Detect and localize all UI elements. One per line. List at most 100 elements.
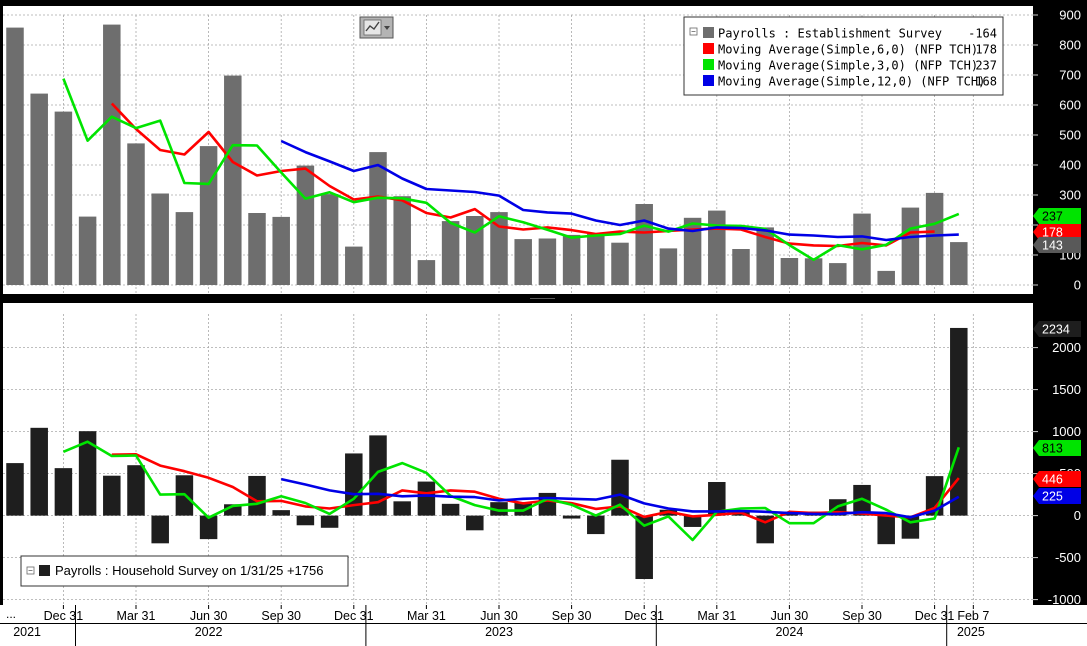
x-year-label: 2025 <box>957 625 985 639</box>
bar <box>78 431 97 516</box>
bar <box>441 503 460 516</box>
value-badge <box>1033 488 1081 504</box>
x-year-label: 2024 <box>775 625 803 639</box>
legend-top-box <box>683 16 1004 96</box>
legend-value: 168 <box>975 75 997 89</box>
bar <box>127 465 145 516</box>
bar <box>829 263 847 285</box>
y-tick-label: 600 <box>1059 98 1081 113</box>
bar <box>708 482 726 516</box>
bar <box>925 192 944 285</box>
legend-entry: Payrolls : Establishment Survey -164 <box>703 27 997 41</box>
value-badge <box>1033 321 1081 337</box>
y-tick-label: 800 <box>1059 38 1081 53</box>
legend-label: Payrolls : Establishment Survey <box>718 27 942 41</box>
bar <box>853 484 871 516</box>
legend-entry: Moving Average(Simple,12,0) (NFP TCH)168 <box>703 75 997 89</box>
legend-bottom-box <box>20 555 349 587</box>
legend-label-household: Payrolls : Household Survey on 1/31/25 +… <box>55 563 323 578</box>
x-axis-ellipsis: ... <box>6 607 16 621</box>
series-line <box>62 78 960 262</box>
chart-type-button[interactable] <box>359 16 394 39</box>
bar <box>296 515 315 526</box>
y-tick-label: 700 <box>1059 68 1081 83</box>
value-badge-label: 446 <box>1042 473 1063 487</box>
legend-entry: Moving Average(Simple,6,0) (NFP TCH)178 <box>703 43 997 57</box>
value-badge-label: 178 <box>1042 226 1063 240</box>
bar <box>950 242 968 285</box>
bar <box>248 475 266 516</box>
y-tick-label: 300 <box>1059 188 1081 203</box>
payroll-bars <box>6 24 968 285</box>
bar <box>199 515 218 540</box>
x-tick-label: Sep 30 <box>842 609 882 623</box>
bar <box>224 504 242 516</box>
bar <box>490 502 508 516</box>
bar <box>466 515 484 531</box>
bar <box>732 249 750 285</box>
y-tick-label: 0 <box>1074 508 1081 523</box>
value-badge-label: 143 <box>1042 239 1063 253</box>
legend-label: Moving Average(Simple,3,0) (NFP TCH) <box>718 59 978 73</box>
bar <box>393 501 411 516</box>
panel-splitter[interactable] <box>0 294 1087 303</box>
bottom-last-value-badges: 2234 813 446 225 <box>1033 321 1081 504</box>
bar <box>635 204 653 285</box>
moving-average-lines-top <box>62 78 960 262</box>
household-bars <box>6 327 968 580</box>
bar <box>756 515 774 544</box>
series-line <box>110 102 935 248</box>
bar <box>780 258 799 285</box>
bar <box>683 515 702 527</box>
legend-top: Payrolls : Establishment Survey -164 Movin… <box>683 16 1004 96</box>
legend-entry: Moving Average(Simple,3,0) (NFP TCH)237 <box>703 59 997 73</box>
legend-value: 178 <box>975 43 997 57</box>
legend-collapse-icon[interactable] <box>26 566 35 575</box>
bar <box>466 216 484 285</box>
x-year-label: 2022 <box>195 625 223 639</box>
bar <box>611 459 629 516</box>
y-tick-label: 2000 <box>1052 340 1081 355</box>
legend-value: 237 <box>975 59 997 73</box>
x-tick-label: Sep 30 <box>261 609 301 623</box>
bar <box>417 260 436 285</box>
value-badge-label: 2234 <box>1042 323 1070 337</box>
value-badge-label: 813 <box>1042 442 1063 456</box>
y-tick-label: 500 <box>1059 128 1081 143</box>
series-line <box>280 139 959 242</box>
bar <box>320 194 339 285</box>
legend-swatch <box>703 59 714 70</box>
x-tick-label: Dec 31 <box>915 609 955 623</box>
bar <box>611 242 629 285</box>
bar <box>224 75 242 285</box>
legend-bottom: Payrolls : Household Survey on 1/31/25 +… <box>20 555 349 587</box>
bar <box>393 196 411 285</box>
y-tick-label: 1000 <box>1052 424 1081 439</box>
bar <box>6 27 24 285</box>
bar <box>683 217 702 285</box>
y-tick-label: -500 <box>1055 550 1081 565</box>
value-badge <box>1033 224 1081 240</box>
y-tick-label: 900 <box>1059 8 1081 23</box>
bar <box>320 515 339 528</box>
series-line <box>280 477 960 519</box>
y-tick-label: 1500 <box>1052 382 1081 397</box>
legend-collapse-icon[interactable] <box>689 27 698 36</box>
x-tick-label: Feb 7 <box>957 609 989 623</box>
bar <box>587 515 605 535</box>
bar <box>30 427 48 516</box>
value-badge <box>1033 440 1081 456</box>
bar <box>78 216 97 285</box>
x-tick-label: Sep 30 <box>552 609 592 623</box>
x-tick-label: Dec 31 <box>44 609 84 623</box>
bar <box>756 227 774 285</box>
bar <box>562 515 581 519</box>
bar <box>175 212 194 285</box>
legend-swatch <box>703 43 714 54</box>
bar <box>272 216 290 285</box>
bar <box>877 515 895 545</box>
bottom-gridlines <box>3 314 1033 608</box>
